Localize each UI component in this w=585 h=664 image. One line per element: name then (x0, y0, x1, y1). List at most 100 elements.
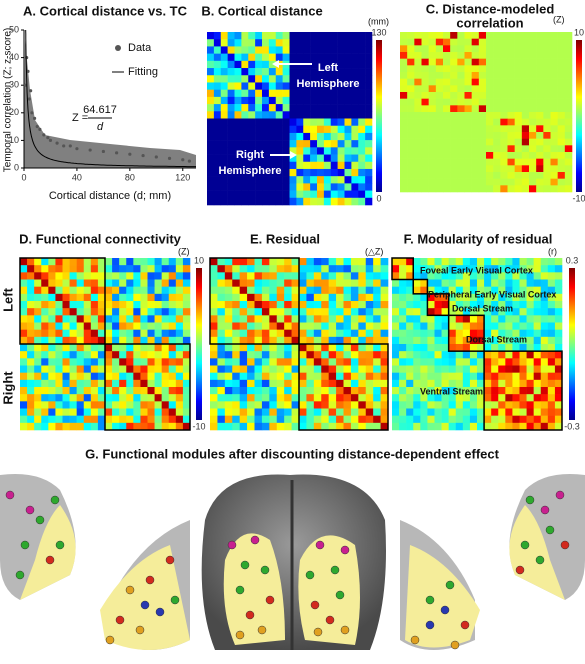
heatmap-cell (119, 387, 127, 395)
heatmap-cell (414, 132, 422, 139)
brain-node (55, 540, 65, 550)
heatmap-cell (83, 358, 92, 366)
heatmap-cell (210, 365, 218, 373)
y-tick-label: 50 (9, 24, 19, 34)
heatmap-cell (344, 154, 352, 163)
heatmap-cell (343, 372, 352, 381)
heatmap-cell (514, 98, 523, 106)
heatmap-cell (407, 145, 415, 153)
heatmap-cell (505, 258, 513, 266)
heatmap-cell (310, 53, 318, 62)
heatmap-cell (126, 358, 134, 366)
heatmap-cell (306, 265, 315, 273)
heatmap-cell (486, 118, 494, 126)
heatmap-cell (105, 272, 113, 280)
heatmap-cell (168, 265, 177, 273)
heatmap-cell (310, 46, 318, 54)
heatmap-cell (41, 308, 49, 316)
heatmap-cell (336, 351, 344, 359)
heatmap-cell (478, 58, 487, 66)
heatmap-cell (276, 379, 285, 388)
heatmap-cell (507, 72, 515, 79)
heatmap-cell (241, 140, 249, 148)
heatmap-cell (337, 32, 345, 40)
heatmap-cell (310, 176, 318, 184)
heatmap-cell (289, 168, 297, 177)
heatmap-cell (337, 140, 345, 148)
heatmap-cell (175, 372, 184, 381)
heatmap-cell (500, 72, 508, 79)
heatmap-cell (434, 401, 442, 409)
heatmap-cell (303, 190, 311, 199)
heatmap-cell (182, 387, 191, 395)
heatmap-cell (303, 89, 311, 98)
heatmap-cell (227, 39, 235, 47)
heatmap-cell (533, 265, 542, 273)
data-point (48, 138, 53, 142)
heatmap-cell (255, 82, 263, 90)
heatmap-cell (500, 92, 508, 99)
heatmap-cell (441, 379, 449, 388)
heatmap-cell (299, 365, 307, 373)
heatmap-cell (175, 315, 184, 323)
heatmap-cell (519, 286, 527, 295)
heatmap-cell (421, 172, 429, 179)
heatmap-cell (336, 272, 344, 280)
heatmap-cell (241, 168, 249, 177)
heatmap-cell (420, 272, 428, 280)
heatmap-cell (232, 272, 240, 280)
heatmap-cell (210, 272, 218, 280)
heatmap-cell (536, 32, 544, 39)
heatmap-cell (441, 322, 449, 330)
heatmap-cell (428, 72, 437, 79)
heatmap-cell (554, 358, 563, 366)
heatmap-cell (133, 336, 141, 345)
heatmap-cell (154, 358, 162, 366)
block-outline (19, 257, 106, 345)
heatmap-cell (147, 308, 155, 316)
heatmap-cell (420, 401, 428, 409)
heatmap-cell (543, 105, 551, 113)
heatmap-cell (140, 358, 148, 366)
heatmap-cell (321, 401, 329, 409)
heatmap-cell (232, 422, 240, 431)
heatmap-cell (514, 138, 523, 146)
heatmap-cell (536, 58, 544, 66)
heatmap-cell (547, 394, 556, 402)
heatmap-cell (514, 72, 523, 79)
heatmap-cell (420, 408, 428, 416)
heatmap-cell (210, 422, 218, 431)
data-point (115, 151, 119, 155)
heatmap-cell (457, 125, 465, 133)
heatmap-cell (414, 158, 422, 166)
heatmap-cell (421, 165, 429, 173)
heatmap-cell (498, 301, 506, 309)
heatmap-cell (477, 408, 485, 416)
heatmap-cell (241, 68, 249, 76)
heatmap-cell (450, 152, 458, 159)
brain-node (227, 540, 237, 550)
heatmap-cell (168, 372, 177, 381)
heatmap-cell (275, 89, 283, 98)
heatmap-cell (239, 322, 248, 330)
heatmap-cell (337, 132, 345, 141)
brain-node (525, 495, 535, 505)
heatmap-cell (247, 387, 255, 395)
heatmap-cell (365, 351, 374, 359)
heatmap-cell (112, 401, 120, 409)
heatmap-cell (282, 190, 290, 199)
heatmap-cell (554, 415, 563, 424)
heatmap-cell (484, 315, 492, 323)
heatmap-cell (262, 96, 270, 105)
heatmap-cell (254, 329, 263, 338)
heatmap-cell (140, 308, 148, 316)
heatmap-cell (457, 152, 465, 159)
heatmap-cell (392, 372, 400, 381)
heatmap-cell (296, 176, 304, 184)
heatmap-cell (350, 401, 359, 409)
heatmap-cell (486, 32, 494, 39)
module-box (426, 293, 450, 317)
heatmap-cell (450, 138, 458, 146)
heatmap-cell (550, 158, 558, 166)
heatmap-cell (471, 32, 480, 39)
